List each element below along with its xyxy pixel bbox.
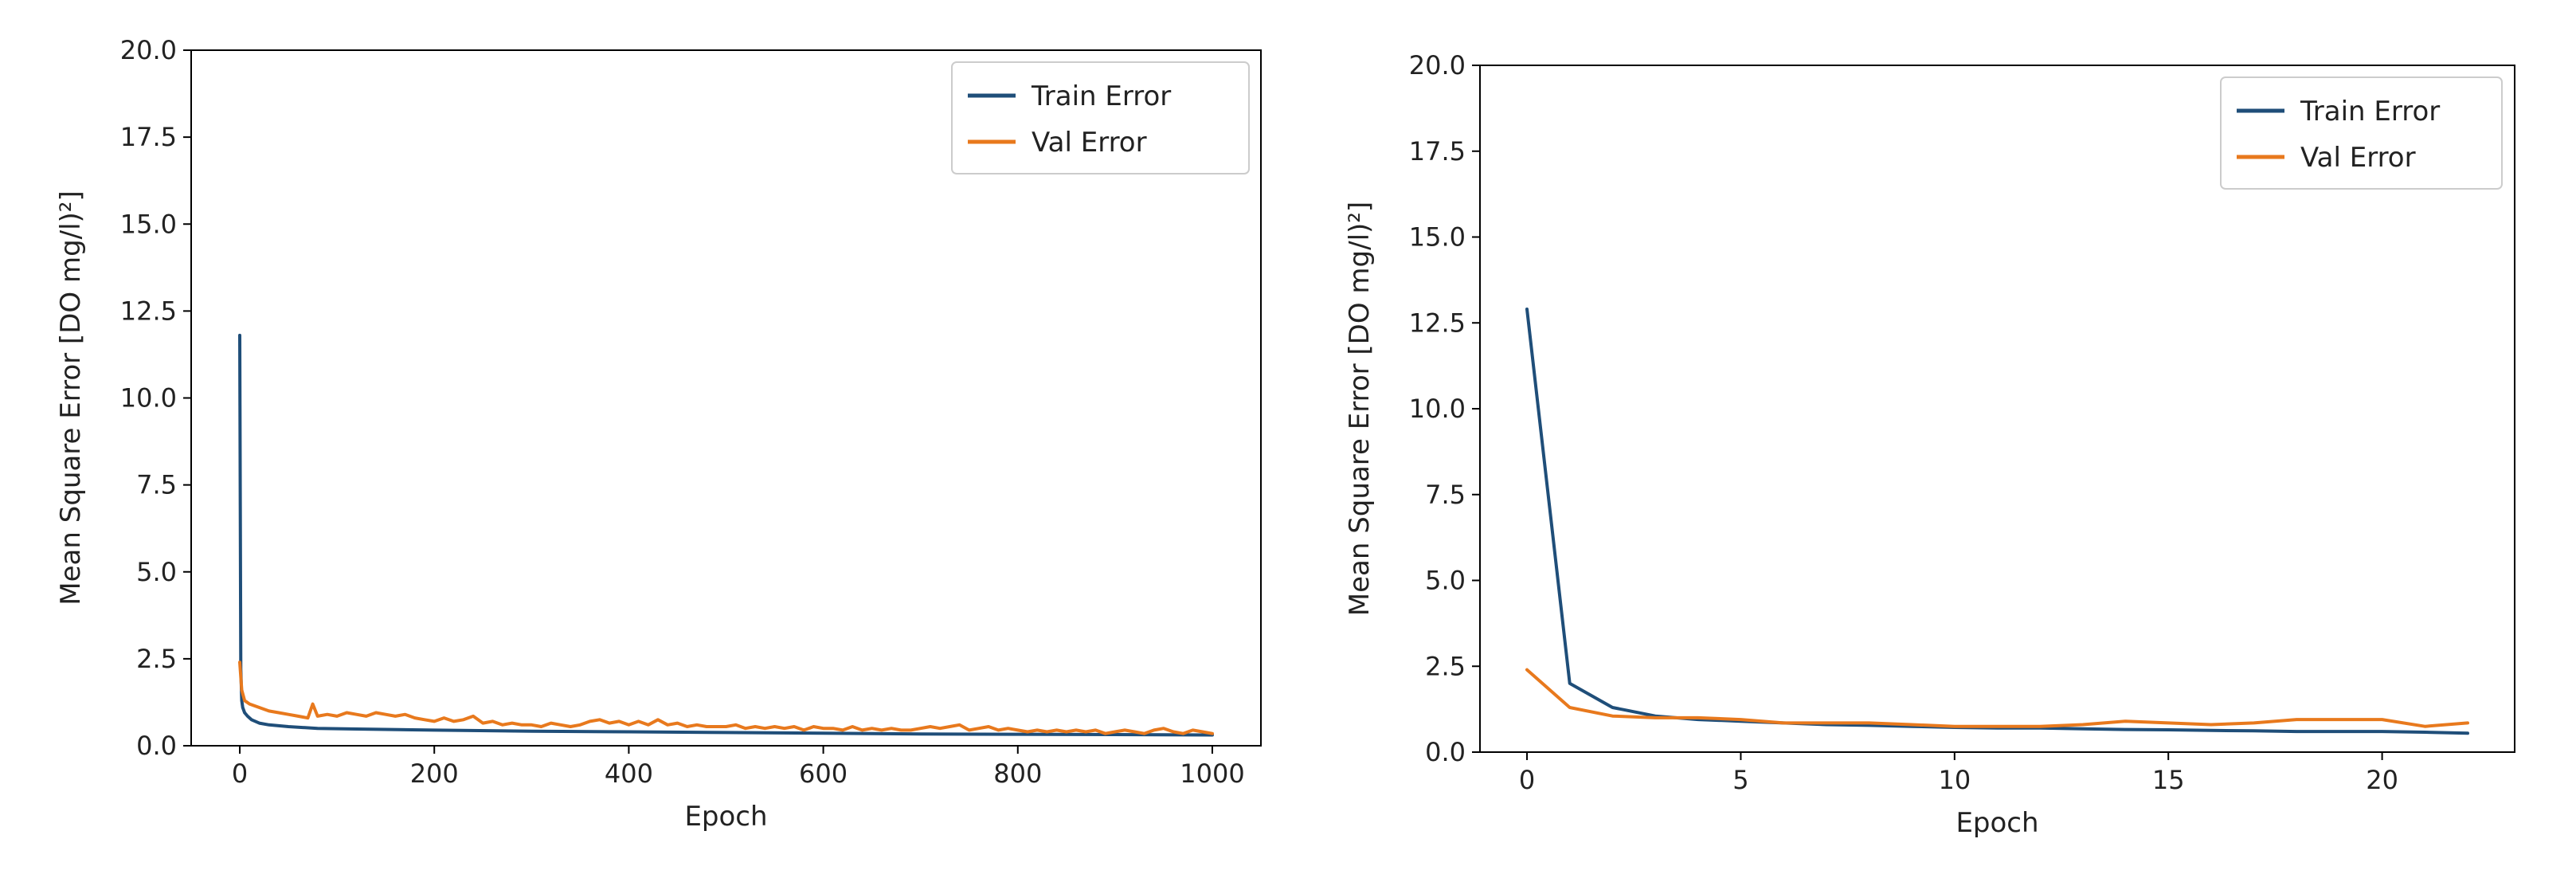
y-tick-label: 20.0: [1409, 50, 1466, 80]
y-tick-label: 20.0: [120, 35, 177, 65]
legend-label: Val Error: [2300, 142, 2416, 174]
x-tick-label: 20: [2366, 765, 2398, 795]
y-tick-label: 5.0: [136, 557, 177, 587]
x-tick-label: 5: [1732, 765, 1748, 795]
y-tick-label: 15.0: [120, 209, 177, 239]
x-tick-label: 0: [232, 758, 248, 789]
y-tick-label: 0.0: [136, 731, 177, 761]
y-tick-label: 2.5: [1425, 651, 1466, 681]
x-tick-label: 600: [799, 758, 848, 789]
y-tick-label: 12.5: [120, 296, 177, 326]
y-tick-label: 7.5: [136, 470, 177, 500]
series-line-val-error: [238, 660, 1214, 735]
legend: Train Error Val Error: [2220, 76, 2503, 190]
x-tick-label: 15: [2152, 765, 2185, 795]
y-tick-label: 10.0: [1409, 394, 1466, 424]
y-tick-label: 12.5: [1409, 308, 1466, 338]
y-axis-title: Mean Square Error [DO mg/l)²]: [1344, 202, 1376, 616]
legend-box: [2220, 76, 2503, 190]
y-tick-label: 0.0: [1425, 737, 1466, 767]
series-line-val-error: [1525, 668, 2469, 728]
legend-label: Train Error: [2300, 96, 2440, 127]
x-tick-label: 0: [1519, 765, 1535, 795]
series-line-train-error: [238, 333, 1214, 737]
series-line-train-error: [1525, 308, 2469, 735]
x-tick-label: 1000: [1180, 758, 1244, 789]
y-tick-label: 17.5: [1409, 136, 1466, 167]
x-tick-label: 10: [1938, 765, 1971, 795]
legend-label: Train Error: [1031, 80, 1171, 112]
y-tick-label: 15.0: [1409, 222, 1466, 253]
legend: Train Error Val Error: [951, 61, 1250, 174]
y-tick-label: 7.5: [1425, 480, 1466, 510]
left-chart-panel: 0 200 400 600 800 1000 0.0 2.5 5.0 7.5 10.0 12.5 15.…: [55, 35, 1262, 833]
y-axis-title: Mean Square Error [DO mg/l)²]: [55, 190, 87, 605]
legend-label: Val Error: [1032, 127, 1147, 159]
right-chart-panel: 0 5 10 15 20 0.0 2.5 5.0 7.5 10.0 12.5 15.0 17.5 20.0…: [1344, 50, 2515, 839]
x-axis-title: Epoch: [684, 801, 767, 833]
y-tick-label: 2.5: [136, 644, 177, 674]
x-tick-label: 800: [993, 758, 1042, 789]
y-tick-label: 17.5: [120, 122, 177, 152]
x-tick-label: 200: [410, 758, 459, 789]
y-tick-label: 5.0: [1425, 566, 1466, 596]
x-axis-title: Epoch: [1955, 807, 2038, 839]
y-tick-label: 10.0: [120, 383, 177, 414]
x-tick-label: 400: [605, 758, 653, 789]
legend-box: [951, 61, 1250, 174]
